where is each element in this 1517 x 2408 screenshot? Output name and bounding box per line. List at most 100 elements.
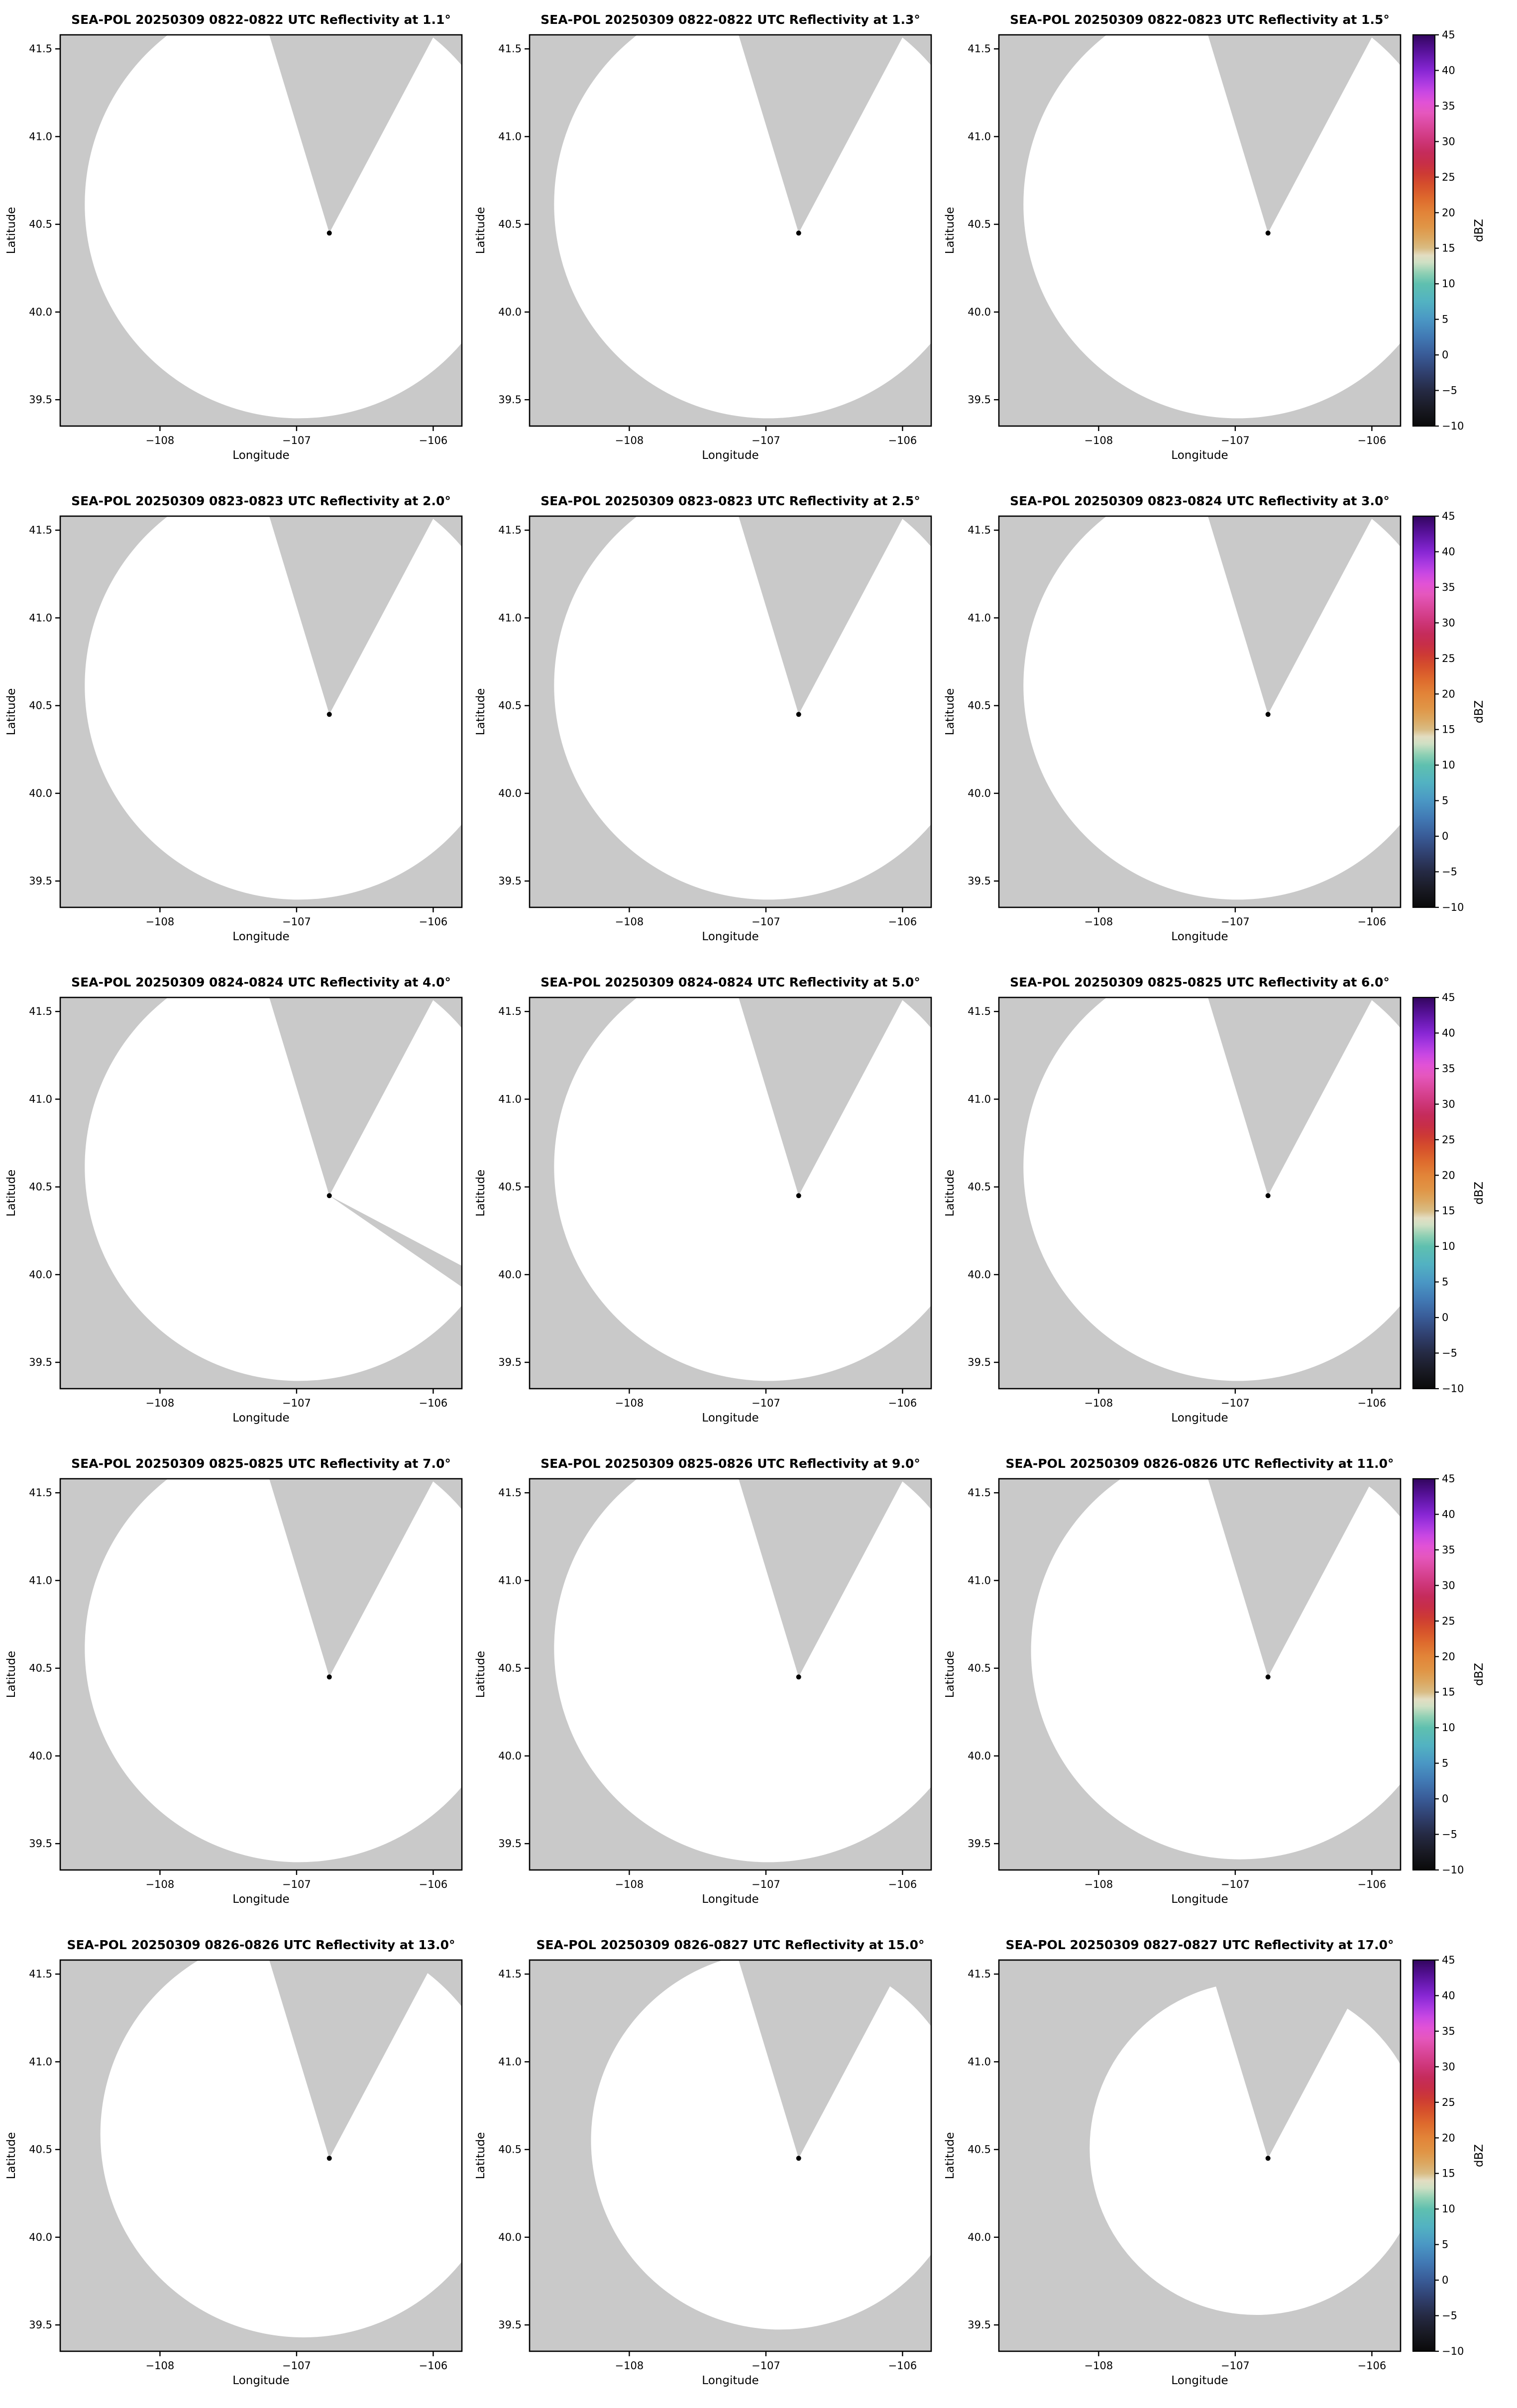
x-tick-label: −106: [1358, 2360, 1387, 2372]
y-tick-label: 39.5: [968, 1838, 991, 1850]
y-tick-label: 41.5: [29, 1487, 52, 1499]
y-tick-label: 40.5: [968, 219, 991, 230]
radar-panel: −108 −107 −106 41.5 41.0 40.5 40.0 39.5 SEA-PO…: [5, 1938, 463, 2387]
radar-panel: −108 −107 −106 41.5 41.0 40.5 40.0 39.5 SEA-PO…: [5, 975, 463, 1424]
y-tick-label: 40.0: [498, 787, 522, 799]
y-tick-label: 40.0: [498, 1269, 522, 1281]
y-tick-label: 40.5: [968, 1181, 991, 1193]
y-tick-label: 39.5: [29, 1356, 52, 1368]
radar-panel: −108 −107 −106 41.5 41.0 40.5 40.0 39.5 SEA-PO…: [944, 975, 1402, 1424]
y-tick-label: 40.5: [29, 2144, 52, 2156]
blocked-sector-wedge: [269, 35, 435, 233]
axes-frame: [529, 34, 932, 427]
y-tick-label: 40.0: [968, 1269, 991, 1281]
colorbar: [1412, 34, 1436, 427]
x-tick-label: −106: [888, 1397, 917, 1409]
x-tick-label: −107: [752, 1878, 780, 1890]
colorbar-tick-label: −10: [1442, 901, 1464, 913]
y-tick-label: 40.5: [29, 219, 52, 230]
x-tick-label: −106: [419, 1397, 448, 1409]
y-tick-label: 39.5: [29, 2319, 52, 2331]
radar-location-marker: [796, 2156, 801, 2161]
colorbar-tick-label: 30: [1442, 1579, 1455, 1591]
axes-frame: [529, 996, 932, 1390]
y-tick-label: 40.0: [29, 306, 52, 318]
plot-area: [554, 997, 931, 1381]
y-tick-label: 41.0: [968, 612, 991, 624]
blocked-sector-wedge: [739, 1960, 904, 2159]
blocked-sector-wedge: [269, 516, 435, 715]
colorbar-tick-label: 40: [1442, 1990, 1455, 2002]
radar-panel: −108 −107 −106 41.5 41.0 40.5 40.0 39.5 SEA-PO…: [474, 1456, 932, 1906]
blocked-sector-wedge: [1208, 1479, 1374, 1677]
y-tick-label: 41.5: [968, 524, 991, 536]
y-axis-label: Latitude: [944, 1651, 957, 1698]
plot-area: [85, 516, 462, 900]
colorbar-tick-label: 5: [1442, 1757, 1448, 1769]
x-tick-label: −107: [752, 916, 780, 928]
panel-title: SEA-POL 20250309 0822-0823 UTC Reflectiv…: [1010, 12, 1390, 27]
x-axis-label: Longitude: [702, 449, 758, 462]
colorbar-tick-label: 40: [1442, 1027, 1455, 1039]
colorbar-tick-label: 15: [1442, 242, 1455, 254]
radar-panel: −108 −107 −106 41.5 41.0 40.5 40.0 39.5 SEA-PO…: [944, 12, 1402, 462]
colorbar-tick-label: 0: [1442, 830, 1448, 842]
panel-title: SEA-POL 20250309 0824-0824 UTC Reflectiv…: [541, 975, 920, 989]
colorbar-tick-label: 35: [1442, 1063, 1455, 1075]
y-tick-label: 40.0: [968, 1750, 991, 1762]
y-tick-label: 40.0: [968, 306, 991, 318]
panel-title: SEA-POL 20250309 0825-0825 UTC Reflectiv…: [1010, 975, 1390, 989]
y-tick-label: 39.5: [968, 1356, 991, 1368]
x-tick-label: −108: [146, 916, 175, 928]
radar-location-marker: [796, 1674, 801, 1680]
x-tick-label: −106: [419, 435, 448, 446]
y-axis-label: Latitude: [944, 2132, 957, 2180]
panel-title: SEA-POL 20250309 0826-0826 UTC Reflectiv…: [67, 1938, 455, 1952]
colorbar-tick-label: −5: [1442, 866, 1457, 878]
y-axis-label: Latitude: [5, 207, 18, 254]
y-tick-label: 41.0: [498, 1574, 522, 1586]
colorbar-tick-label: 5: [1442, 314, 1448, 326]
colorbar-tick-label: 20: [1442, 2132, 1455, 2144]
radar-location-marker: [1265, 1193, 1271, 1199]
plot-area: [85, 997, 462, 1381]
panel-title: SEA-POL 20250309 0826-0827 UTC Reflectiv…: [536, 1938, 924, 1952]
blocked-sector-wedge: [739, 997, 904, 1196]
y-axis-label: Latitude: [474, 1170, 487, 1217]
plot-area: [85, 1479, 462, 1862]
colorbar: [1412, 515, 1436, 908]
radar-location-marker: [326, 230, 332, 236]
colorbar-tick-label: 40: [1442, 65, 1455, 77]
colorbar-panel: 45 40 35 30 25 20 15 10 5 0 −5 −10 dBZ: [1412, 1473, 1486, 1876]
colorbar-tick-label: 45: [1442, 29, 1455, 41]
radar-panel: −108 −107 −106 41.5 41.0 40.5 40.0 39.5 SEA-PO…: [474, 975, 932, 1424]
colorbar-tick-label: −10: [1442, 1864, 1464, 1876]
radar-location-marker: [326, 1674, 332, 1680]
colorbar-tick-label: 0: [1442, 1312, 1448, 1323]
colorbar-tick-label: 20: [1442, 1169, 1455, 1181]
plot-area: [554, 1479, 931, 1862]
y-tick-label: 41.5: [968, 43, 991, 55]
radar-panel: −108 −107 −106 41.5 41.0 40.5 40.0 39.5 SEA-PO…: [944, 494, 1402, 943]
colorbar-tick-label: −10: [1442, 1383, 1464, 1395]
y-tick-label: 41.0: [29, 1093, 52, 1105]
y-tick-label: 41.5: [498, 1005, 522, 1017]
panel-title: SEA-POL 20250309 0823-0824 UTC Reflectiv…: [1010, 494, 1390, 508]
colorbar-tick-label: 40: [1442, 1509, 1455, 1521]
plot-area: [100, 1960, 462, 2337]
y-tick-label: 40.0: [29, 1750, 52, 1762]
x-tick-label: −106: [1358, 1878, 1387, 1890]
x-axis-label: Longitude: [232, 1893, 289, 1906]
y-tick-label: 39.5: [498, 1356, 522, 1368]
y-tick-label: 39.5: [29, 875, 52, 887]
radar-location-marker: [326, 2156, 332, 2161]
axes-frame: [998, 515, 1402, 908]
colorbar-tick-label: 25: [1442, 1615, 1455, 1627]
blocked-sector-wedge: [269, 997, 435, 1196]
y-axis-label: Latitude: [944, 207, 957, 254]
y-tick-label: 40.5: [968, 700, 991, 712]
y-tick-label: 40.0: [968, 787, 991, 799]
colorbar-tick-label: 0: [1442, 1793, 1448, 1805]
x-tick-label: −107: [282, 1878, 311, 1890]
colorbar-tick-label: 25: [1442, 1134, 1455, 1146]
